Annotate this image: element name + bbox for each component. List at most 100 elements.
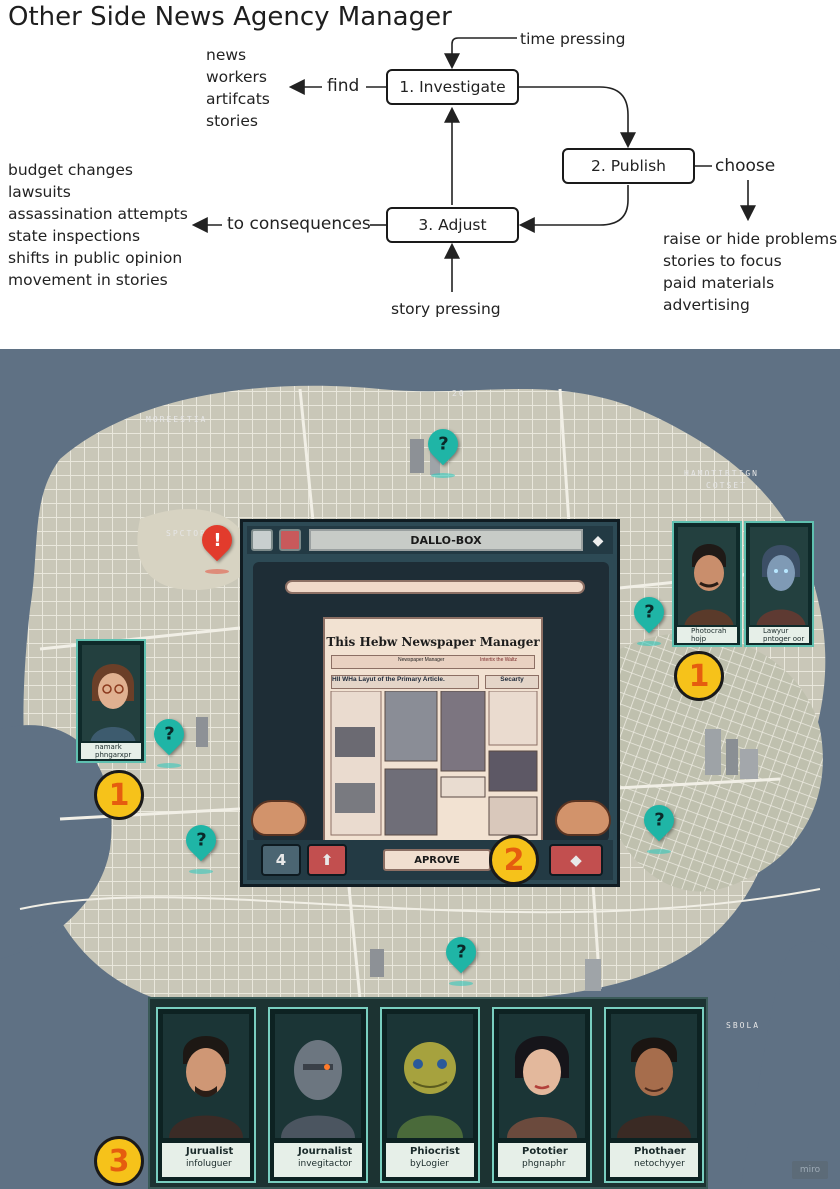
pin-shadow xyxy=(431,473,455,478)
worker-roster: Jurualist infoluguer Journalist invegita… xyxy=(148,997,708,1189)
edge-time-pressing xyxy=(444,37,517,70)
article-heading: HII WHa Layut of the Primary Article. xyxy=(331,675,479,689)
newspaper-header-bar: Newspaper Manager Intertix the Waltz xyxy=(331,655,535,669)
pin-shadow xyxy=(205,569,229,574)
worker-name: Photocrah xyxy=(691,627,727,635)
pin-shadow xyxy=(647,849,671,854)
roster-title: Phothaer xyxy=(634,1146,686,1157)
label-story-pressing: story pressing xyxy=(391,300,501,318)
choose-list: raise or hide problems stories to focus … xyxy=(663,228,837,316)
roster-role: invegitactor xyxy=(298,1159,353,1169)
map-label: HAMOTIBTIGN xyxy=(684,469,759,478)
map-label: COTSET xyxy=(706,481,747,490)
portrait xyxy=(678,527,736,625)
worker-role: pntoger oor xyxy=(763,635,805,643)
consequences-list: budget changes lawsuits assassination at… xyxy=(8,159,188,291)
portrait xyxy=(499,1014,585,1138)
worker-name: namark xyxy=(95,743,122,751)
roster-role: netochyyer xyxy=(634,1159,685,1169)
consequence-item: shifts in public opinion xyxy=(8,249,183,267)
choose-item: paid materials xyxy=(663,274,775,292)
label-choose: choose xyxy=(715,156,776,176)
roster-role: infoluguer xyxy=(186,1159,232,1169)
editor-toolbar: 4 ⬆ APROVE ◆ xyxy=(247,840,613,880)
roster-card[interactable]: Journalist invegitactor xyxy=(268,1007,368,1183)
edge-publish-adjust xyxy=(518,185,629,233)
consequence-item: assassination attempts xyxy=(8,205,188,223)
upload-icon[interactable]: ⬆ xyxy=(307,844,347,876)
right-hand xyxy=(555,800,611,836)
pin-shadow xyxy=(449,981,473,986)
map-label: SBOLA xyxy=(726,1021,761,1030)
approve-button[interactable]: APROVE xyxy=(383,849,491,871)
roster-card-caption: Phiocrist byLogier xyxy=(386,1143,474,1177)
worker-role: phngarxpr xyxy=(95,751,132,759)
worker-card-caption: Photocrah hojp xyxy=(677,627,737,643)
edge-investigate-publish xyxy=(519,86,636,149)
worker-card[interactable]: Lawyur pntoger oor xyxy=(744,521,814,647)
step-badge: 1 xyxy=(674,651,724,701)
pin-shadow xyxy=(637,641,661,646)
roster-card[interactable]: Pototier phgnaphr xyxy=(492,1007,592,1183)
map-label: MOREESTIA xyxy=(146,415,208,424)
portrait xyxy=(275,1014,361,1138)
pin-shadow xyxy=(157,763,181,768)
roster-card-caption: Journalist invegitactor xyxy=(274,1143,362,1177)
roster-title: Journalist xyxy=(298,1146,353,1157)
find-item: news xyxy=(206,46,247,64)
choose-item: advertising xyxy=(663,296,750,314)
roster-card-caption: Pototier phgnaphr xyxy=(498,1143,586,1177)
watermark: miro xyxy=(792,1161,828,1179)
portrait xyxy=(82,645,140,741)
diamond-button-icon[interactable]: ◆ xyxy=(549,844,603,876)
roster-title: Phiocrist xyxy=(410,1146,460,1157)
map-label: 20 xyxy=(452,389,466,398)
side-heading: Secarty xyxy=(485,675,539,689)
step-badge: 1 xyxy=(94,770,144,820)
flow-connectors xyxy=(191,37,756,292)
window-title: DALLO-BOX xyxy=(309,529,583,551)
portrait xyxy=(387,1014,473,1138)
scroll-bar xyxy=(285,580,585,594)
worker-card-caption: Lawyur pntoger oor xyxy=(749,627,809,643)
node-adjust: 3. Adjust xyxy=(386,207,519,243)
portrait xyxy=(750,527,808,625)
worker-name: Lawyur xyxy=(763,627,789,635)
find-item: artifcats xyxy=(206,90,270,108)
consequence-item: budget changes xyxy=(8,161,133,179)
roster-title: Jurualist xyxy=(186,1146,234,1157)
portrait xyxy=(611,1014,697,1138)
pin-shadow xyxy=(189,869,213,874)
worker-card[interactable]: namark phngarxpr xyxy=(76,639,146,763)
label-time-pressing: time pressing xyxy=(520,30,626,48)
node-publish: 2. Publish xyxy=(562,148,695,184)
collapse-button[interactable] xyxy=(251,529,273,551)
roster-card-caption: Phothaer netochyyer xyxy=(610,1143,698,1177)
roster-role: byLogier xyxy=(410,1159,449,1169)
diamond-icon[interactable]: ◆ xyxy=(587,529,609,551)
consequence-item: movement in stories xyxy=(8,271,168,289)
label-to-consequences: to consequences xyxy=(227,214,371,234)
find-item: stories xyxy=(206,112,258,130)
label-find: find xyxy=(327,76,360,96)
choose-item: stories to focus xyxy=(663,252,782,270)
diagram-title: Other Side News Agency Manager xyxy=(8,2,452,32)
roster-card[interactable]: Jurualist infoluguer xyxy=(156,1007,256,1183)
roster-card[interactable]: Phothaer netochyyer xyxy=(604,1007,704,1183)
find-item: workers xyxy=(206,68,267,86)
roster-card[interactable]: Phiocrist byLogier xyxy=(380,1007,480,1183)
step-badge: 2 xyxy=(489,835,539,885)
header-tab: Newspaper Manager xyxy=(398,657,445,663)
left-hand xyxy=(251,800,307,836)
worker-card-caption: namark phngarxpr xyxy=(81,743,141,759)
consequence-item: lawsuits xyxy=(8,183,71,201)
editor-screen: This Hebw Newspaper Manager Newspaper Ma… xyxy=(251,562,611,842)
step-badge: 3 xyxy=(94,1136,144,1186)
map-label: SPCTORT xyxy=(166,529,214,538)
worker-role: hojp xyxy=(691,635,707,643)
inbox-button[interactable] xyxy=(279,529,301,551)
water-right xyxy=(740,941,840,1189)
roster-role: phgnaphr xyxy=(522,1159,566,1169)
left-tool-button[interactable]: 4 xyxy=(261,844,301,876)
worker-card[interactable]: Photocrah hojp xyxy=(672,521,742,647)
